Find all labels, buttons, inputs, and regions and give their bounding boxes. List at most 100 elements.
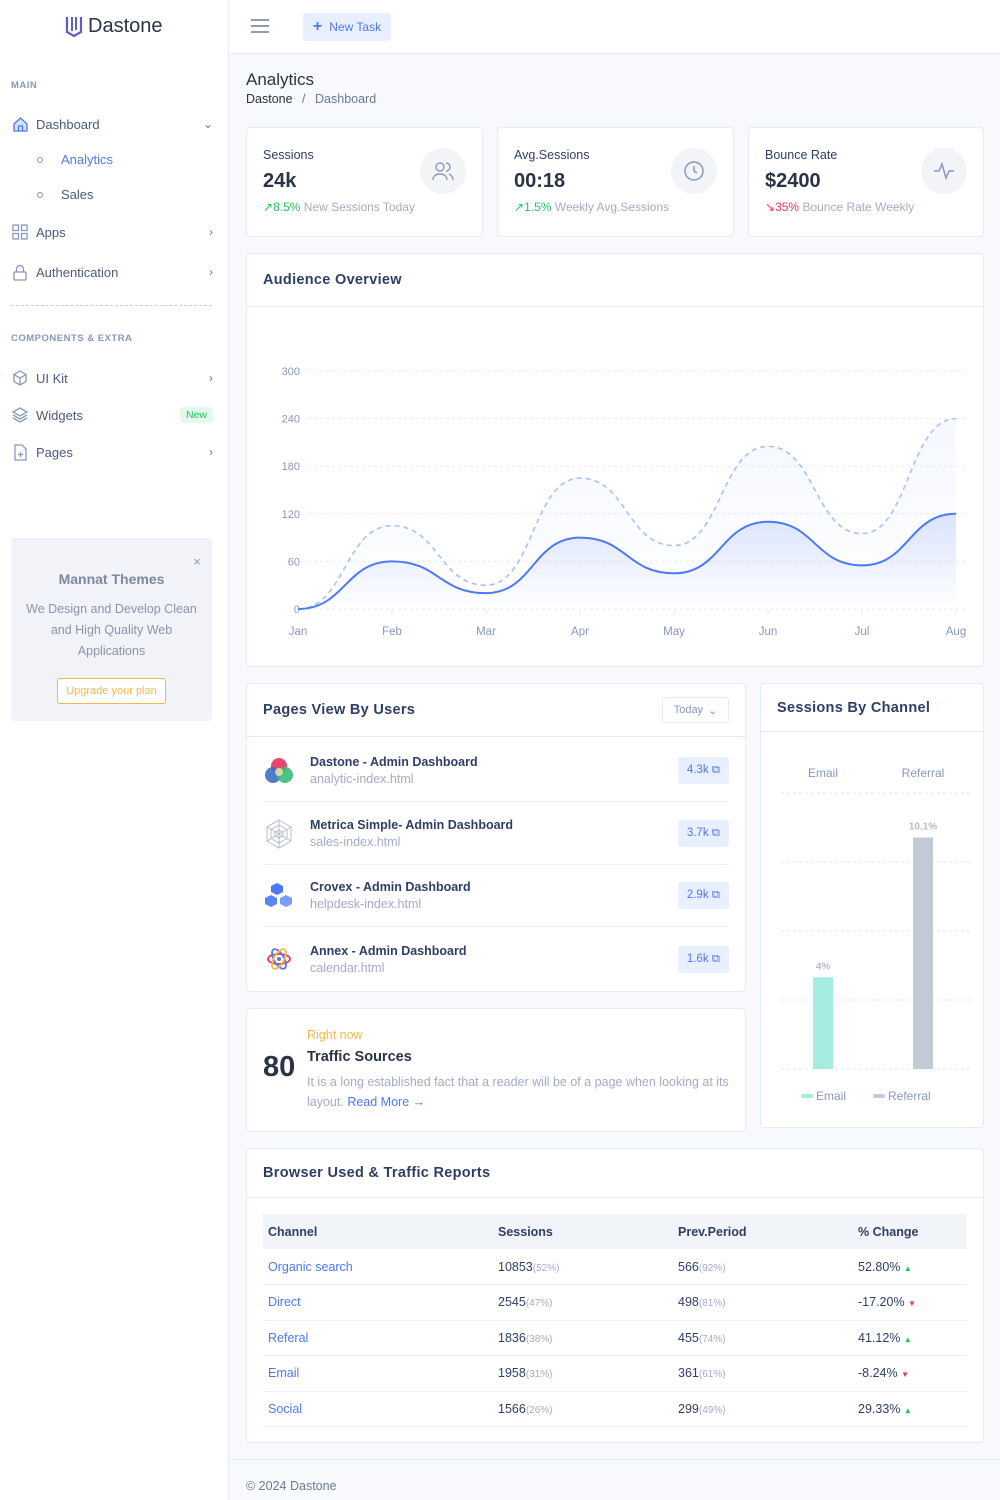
legend-label: Referral xyxy=(888,1089,931,1103)
sidebar-item-sales[interactable]: Sales xyxy=(37,187,94,202)
period-dropdown[interactable]: Today ⌄ xyxy=(662,697,729,723)
views-badge[interactable]: 3.7k ⧉ xyxy=(677,820,729,847)
sidebar: Dastone MAIN Dashboard ⌄ Analytics Sales… xyxy=(0,0,229,1500)
series-line xyxy=(297,512,957,610)
table-row: Email 1958(31%) 361(61%) -8.24% ▼ xyxy=(263,1355,967,1392)
list-item[interactable]: Metrica Simple- Admin Dashboard sales-ind… xyxy=(263,803,729,865)
new-badge: New xyxy=(179,407,213,423)
close-icon[interactable]: × xyxy=(193,554,201,569)
triangle-down-icon: ▼ xyxy=(901,1370,910,1380)
list-item[interactable]: Crovex - Admin Dashboard helpdesk-index.h… xyxy=(263,865,729,927)
sidebar-item-label: Widgets xyxy=(36,407,83,423)
change-cell: -17.20% ▼ xyxy=(853,1284,967,1321)
trend-down-icon: ↘ xyxy=(765,200,776,214)
brand-name: Dastone xyxy=(88,14,163,37)
traffic-table: Channel Sessions Prev.Period % Change Or… xyxy=(263,1214,967,1427)
x-tick-label: Mar xyxy=(476,626,496,638)
traffic-number: 80 xyxy=(263,1051,296,1083)
legend-label: Email xyxy=(816,1089,846,1103)
audience-chart: 0 60 120 180 240 300 Jan Feb Mar Apr May Jun Jul Aug xyxy=(282,366,967,638)
change-cell: 52.80% ▲ xyxy=(853,1249,967,1285)
sidebar-item-ui-kit[interactable]: UI Kit › xyxy=(11,368,213,388)
chevron-right-icon: › xyxy=(209,445,213,459)
channel-link[interactable]: Social xyxy=(268,1401,303,1416)
bar-label: 10.1% xyxy=(909,822,937,833)
sidebar-item-dashboard[interactable]: Dashboard ⌄ xyxy=(11,114,213,134)
stat-card-bounce-rate: Bounce Rate $2400 ↘35% Bounce Rate Weekl… xyxy=(748,127,984,237)
chevron-down-icon: ⌄ xyxy=(202,117,213,131)
channel-link[interactable]: Email xyxy=(268,1366,300,1381)
browser-traffic-card: Browser Used & Traffic Reports Channel S… xyxy=(246,1148,984,1443)
x-tick-label: Feb xyxy=(382,626,402,638)
sessions-cell: 1566(26%) xyxy=(493,1391,673,1427)
dropdown-value: Today xyxy=(673,704,704,716)
category-label: Email xyxy=(808,766,838,780)
upgrade-button[interactable]: Upgrade your plan xyxy=(57,678,166,704)
breadcrumb-item[interactable]: Dastone xyxy=(246,92,293,106)
channel-link[interactable]: Organic search xyxy=(268,1259,353,1274)
legend-swatch xyxy=(801,1094,813,1098)
x-tick-label: Apr xyxy=(571,626,589,638)
column-header: Sessions xyxy=(493,1214,673,1249)
x-tick-label: Jan xyxy=(289,626,308,638)
sidebar-item-label: Pages xyxy=(36,444,73,460)
page-title: Annex - Admin Dashboard xyxy=(310,943,467,958)
table-row: Direct 2545(47%) 498(81%) -17.20% ▼ xyxy=(263,1284,967,1321)
sessions-cell: 10853(52%) xyxy=(493,1249,673,1285)
bullet-icon xyxy=(37,156,43,163)
page-title: Dastone - Admin Dashboard xyxy=(310,755,478,769)
stat-label: Sessions xyxy=(263,148,314,162)
box-icon xyxy=(11,369,29,387)
views-badge[interactable]: 1.6k ⧉ xyxy=(677,945,729,973)
footer-text: © 2024 Dastone xyxy=(246,1479,337,1493)
menu-icon[interactable] xyxy=(251,19,269,38)
card-title: Pages View By Users xyxy=(247,684,745,737)
sidebar-item-apps[interactable]: Apps › xyxy=(11,222,213,242)
breadcrumb-item[interactable]: Dashboard xyxy=(315,92,377,106)
channel-link[interactable]: Referal xyxy=(268,1330,309,1345)
lock-icon xyxy=(11,263,29,281)
external-link-icon: ⧉ xyxy=(711,764,720,776)
table-row: Organic search 10853(52%) 566(92%) 52.80… xyxy=(263,1249,967,1285)
brand-logo[interactable]: Dastone xyxy=(64,14,163,38)
layers-icon xyxy=(11,406,29,424)
stat-change: ↗8.5% New Sessions Today xyxy=(263,200,415,214)
x-tick-label: May xyxy=(663,626,685,638)
sidebar-item-label: Apps xyxy=(36,224,66,240)
new-task-button[interactable]: + New Task xyxy=(303,13,391,41)
stat-change: ↘35% Bounce Rate Weekly xyxy=(765,200,915,214)
prev-period-cell: 361(61%) xyxy=(673,1355,853,1392)
views-badge[interactable]: 2.9k ⧉ xyxy=(677,882,729,909)
y-tick-label: 240 xyxy=(282,414,300,426)
list-item[interactable]: Annex - Admin Dashboard calendar.html 1.6… xyxy=(263,928,729,990)
sidebar-item-pages[interactable]: Pages › xyxy=(11,442,213,462)
sidebar-item-label: Dashboard xyxy=(36,116,100,132)
triangle-up-icon: ▲ xyxy=(903,1334,912,1344)
triangle-up-icon: ▲ xyxy=(903,1405,912,1415)
stat-card-avg-sessions: Avg.Sessions 00:18 ↗1.5% Weekly Avg.Sess… xyxy=(497,127,734,237)
pages-view-card: Pages View By Users Today ⌄ Dastone - Adm… xyxy=(246,683,746,992)
change-cell: 41.12% ▲ xyxy=(853,1320,967,1356)
traffic-title: Traffic Sources xyxy=(307,1049,412,1065)
plus-icon: + xyxy=(312,18,323,35)
sidebar-item-widgets[interactable]: Widgets New xyxy=(11,405,213,425)
table-row: Referal 1836(38%) 455(74%) 41.12% ▲ xyxy=(263,1320,967,1356)
page-title: Analytics xyxy=(246,70,315,89)
grid-icon xyxy=(11,223,29,241)
home-icon xyxy=(11,115,29,133)
sidebar-item-analytics[interactable]: Analytics xyxy=(37,152,113,167)
chevron-right-icon: › xyxy=(209,265,213,279)
sidebar-item-authentication[interactable]: Authentication › xyxy=(11,262,213,282)
traffic-sources-card: 80 Right now Traffic Sources It is a lon… xyxy=(246,1008,746,1132)
views-badge[interactable]: 4.3k ⧉ xyxy=(677,757,729,784)
promo-title: Mannat Themes xyxy=(58,571,165,587)
page-file: helpdesk-index.html xyxy=(310,897,422,911)
list-item[interactable]: Dastone - Admin Dashboard analytic-index.… xyxy=(263,740,729,802)
change-cell: -8.24% ▼ xyxy=(853,1355,967,1392)
x-tick-label: Aug xyxy=(946,626,966,638)
sidebar-item-label: Authentication xyxy=(36,264,119,280)
read-more-link[interactable]: Read More → xyxy=(347,1095,426,1109)
bar xyxy=(813,977,833,1069)
channel-link[interactable]: Direct xyxy=(268,1295,301,1310)
clock-icon xyxy=(671,148,717,194)
